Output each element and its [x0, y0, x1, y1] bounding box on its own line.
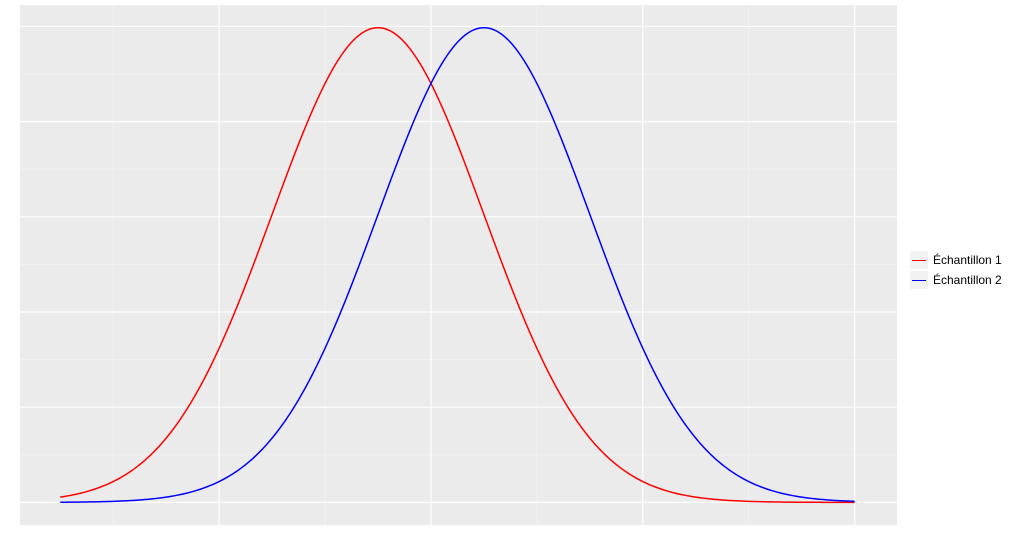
legend-key-1: [910, 251, 928, 269]
legend-item-1: Échantillon 1: [910, 250, 1002, 270]
legend-label-1: Échantillon 1: [933, 253, 1002, 267]
legend-key-2: [910, 271, 928, 289]
series-line-2: [60, 26, 855, 503]
legend-line-red: [912, 259, 926, 261]
legend-label-2: Échantillon 2: [933, 273, 1002, 287]
legend-item-2: Échantillon 2: [910, 270, 1002, 290]
legend-line-blue: [912, 279, 926, 281]
legend: Échantillon 1 Échantillon 2: [910, 250, 1002, 290]
series-line-1: [60, 26, 855, 504]
plot-panel: [20, 5, 897, 525]
